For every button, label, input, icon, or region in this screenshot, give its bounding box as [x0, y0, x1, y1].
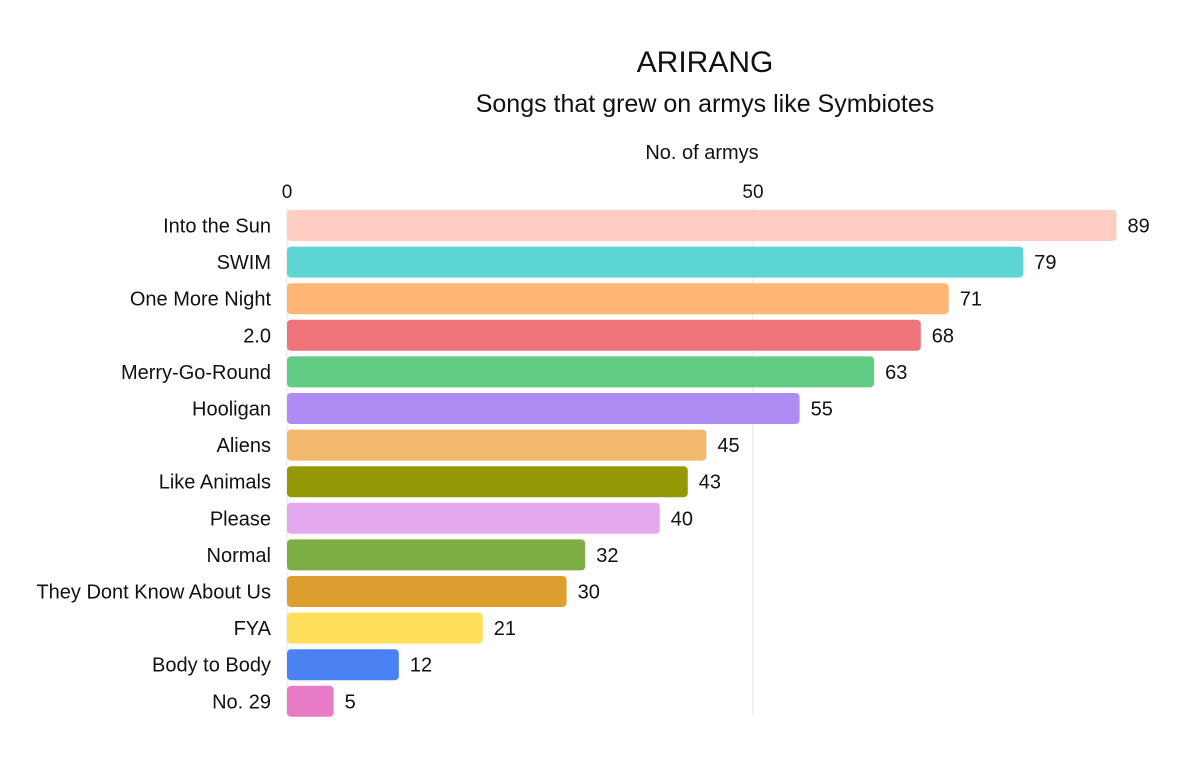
bar: [287, 502, 660, 534]
category-label: Hooligan: [192, 399, 271, 421]
category-label: One More Night: [130, 289, 272, 311]
value-label: 43: [699, 472, 721, 494]
value-label: 89: [1127, 216, 1149, 238]
category-label: FYA: [234, 618, 272, 640]
category-label: Body to Body: [152, 655, 271, 677]
x-axis-ticks: 0 50: [282, 182, 764, 203]
bar: [287, 356, 875, 388]
value-label: 45: [717, 435, 739, 457]
value-label: 32: [596, 545, 618, 567]
value-label: 40: [671, 508, 693, 530]
category-label: Merry-Go-Round: [121, 362, 271, 384]
bar: [287, 319, 921, 351]
value-label: 21: [494, 618, 516, 640]
x-tick-label: 50: [742, 182, 763, 203]
bar: [287, 649, 399, 681]
category-label: Aliens: [217, 435, 271, 457]
category-labels: Into the Sun SWIM One More Night 2.0 Merry-G…: [36, 216, 271, 714]
category-label: SWIM: [217, 252, 271, 274]
bar: [287, 283, 949, 315]
bars: [287, 210, 1117, 717]
value-label: 71: [960, 289, 982, 311]
category-label: They Dont Know About Us: [36, 582, 271, 604]
category-label: 2.0: [243, 325, 271, 347]
value-label: 79: [1034, 252, 1056, 274]
value-labels: 89 79 71 68 63 55 45 43 40 32 30 21 12 5: [345, 216, 1150, 714]
bar: [287, 246, 1024, 278]
value-label: 5: [345, 691, 356, 713]
category-label: Please: [210, 508, 271, 530]
bar: [287, 393, 800, 424]
bar: [287, 210, 1117, 241]
category-label: Normal: [207, 545, 271, 567]
x-tick-label: 0: [282, 182, 293, 203]
chart-subtitle: Songs that grew on armys like Symbiotes: [476, 90, 935, 118]
category-label: Into the Sun: [163, 216, 271, 238]
bar: [287, 466, 688, 498]
bar: [287, 685, 334, 717]
value-label: 63: [885, 362, 907, 384]
x-axis-title: No. of armys: [645, 142, 758, 164]
value-label: 12: [410, 655, 432, 677]
bar: [287, 576, 567, 607]
value-label: 30: [578, 582, 600, 604]
bar: [287, 612, 483, 644]
bar: [287, 429, 707, 461]
category-label: Like Animals: [159, 472, 271, 494]
chart-title: ARIRANG: [637, 46, 774, 79]
value-label: 55: [811, 399, 833, 421]
value-label: 68: [932, 325, 954, 347]
bar: [287, 539, 586, 571]
category-label: No. 29: [212, 691, 271, 713]
